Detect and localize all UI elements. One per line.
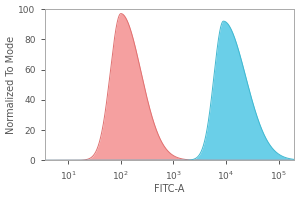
Y-axis label: Normalized To Mode: Normalized To Mode — [6, 36, 16, 134]
X-axis label: FITC-A: FITC-A — [154, 184, 185, 194]
